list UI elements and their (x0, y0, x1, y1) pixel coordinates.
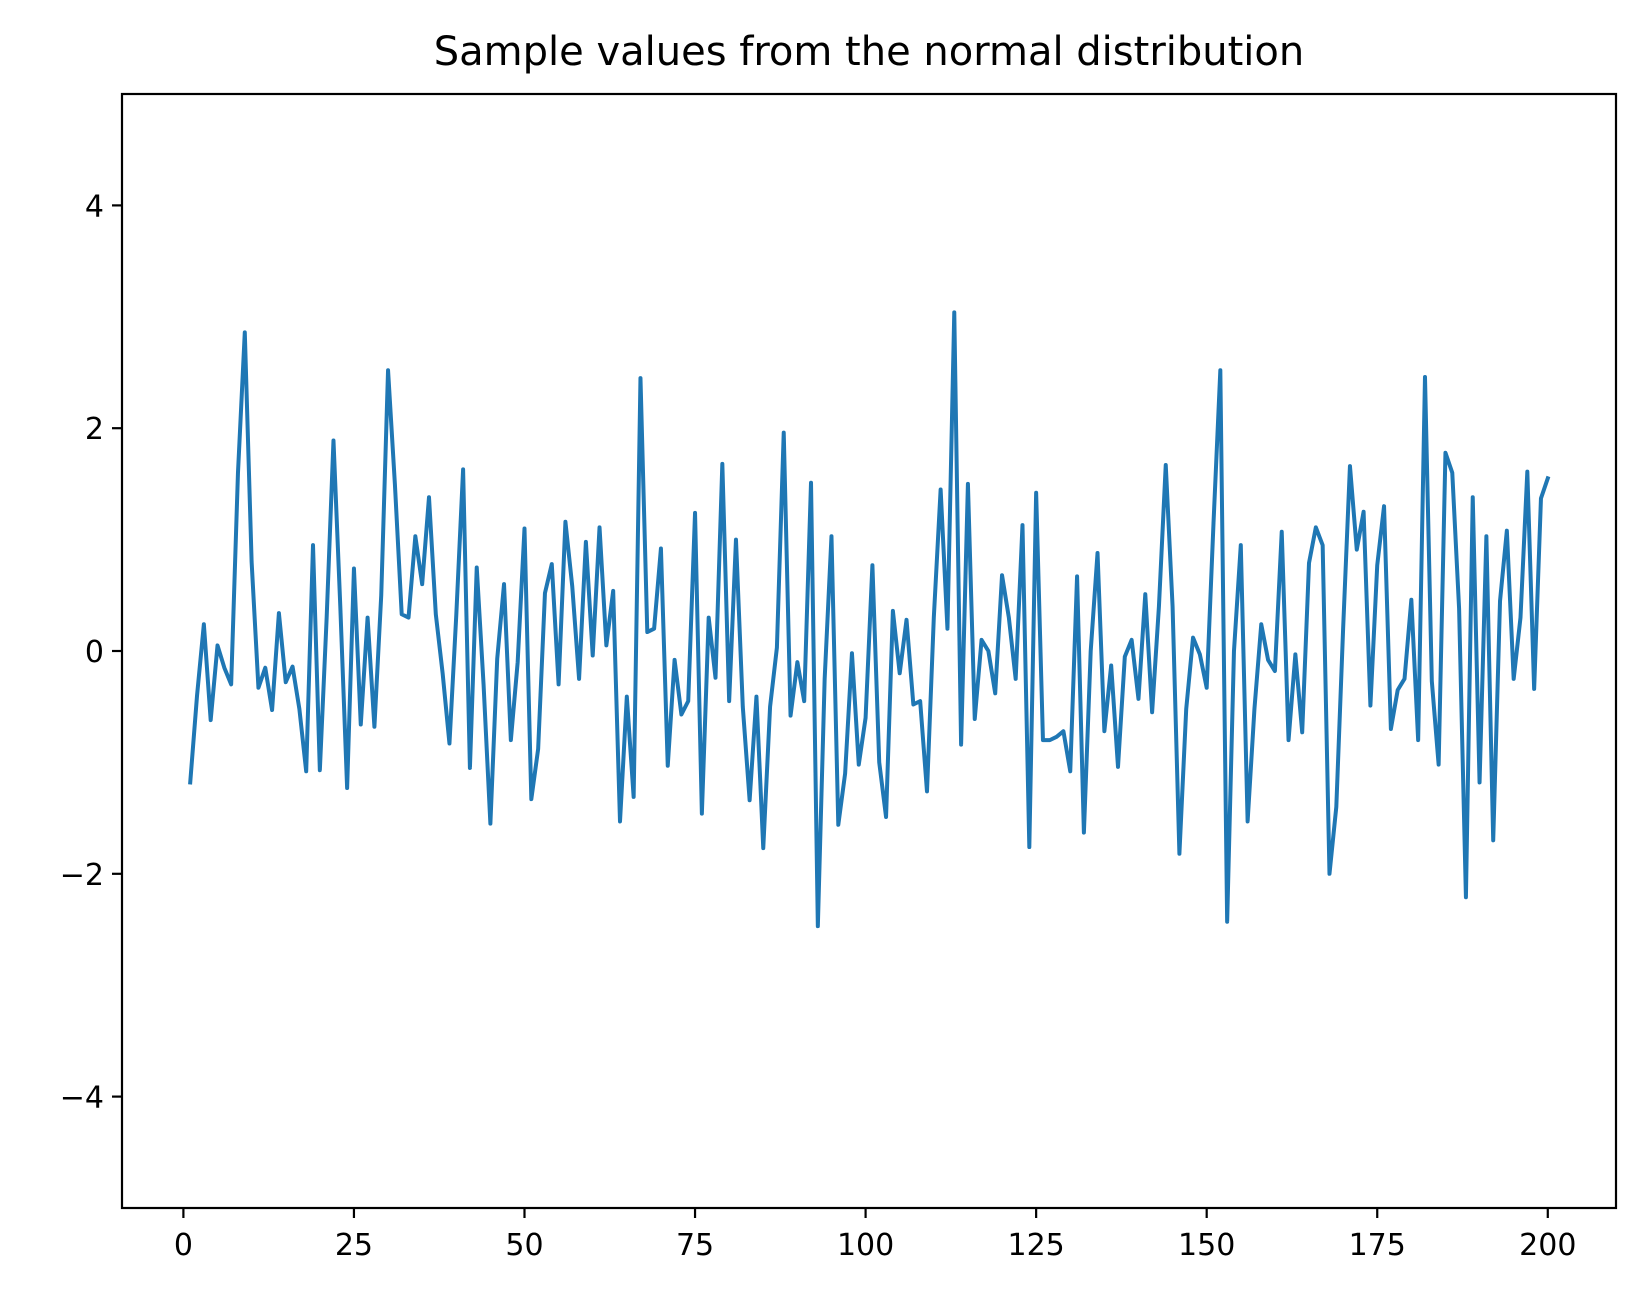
x-tick-label: 150 (1178, 1228, 1235, 1263)
x-tick-label: 50 (505, 1228, 543, 1263)
y-axis: −4 −2 0 2 4 (60, 189, 122, 1116)
x-tick-label: 125 (1008, 1228, 1065, 1263)
x-tick-label: 75 (676, 1228, 714, 1263)
y-tick-label: 4 (85, 189, 104, 224)
y-tick-label: 0 (85, 635, 104, 670)
x-tick-label: 200 (1519, 1228, 1576, 1263)
x-tick-label: 175 (1349, 1228, 1406, 1263)
y-tick-label: −4 (60, 1081, 104, 1116)
plot-area (120, 92, 1618, 1210)
y-tick-label: −2 (60, 858, 104, 893)
x-tick-label: 25 (335, 1228, 373, 1263)
y-tick-label: 2 (85, 412, 104, 447)
chart-title: Sample values from the normal distributi… (434, 29, 1305, 75)
x-axis: 0 25 50 75 100 125 150 175 200 (174, 1208, 1576, 1263)
series-line (188, 310, 1551, 929)
x-tick-label: 100 (837, 1228, 894, 1263)
x-tick-label: 0 (174, 1228, 193, 1263)
